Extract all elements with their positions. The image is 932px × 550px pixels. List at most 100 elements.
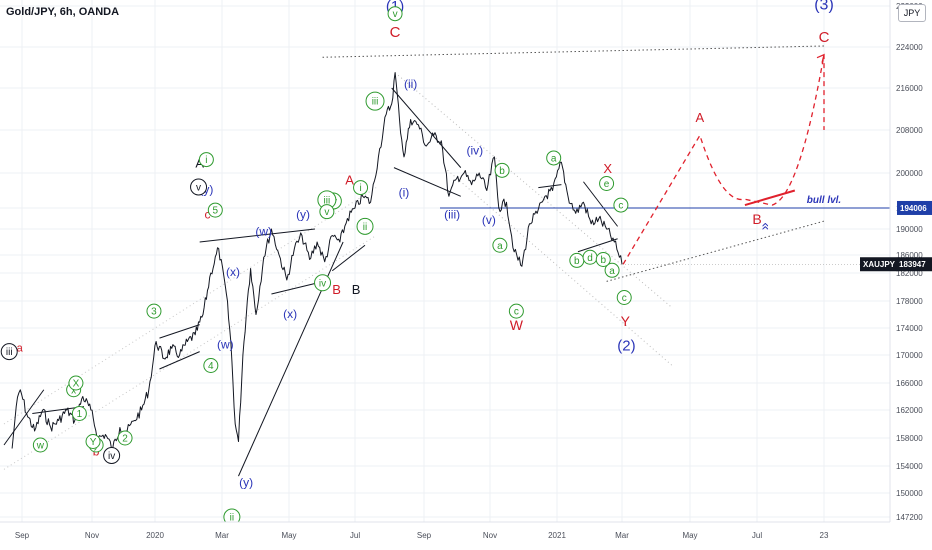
price-badge-symbol: XAUJPY <box>863 260 896 269</box>
green-wave-Y-30: Y <box>90 437 97 448</box>
green-wave-w-21: w <box>36 441 45 452</box>
y-tick-label-16: 150000 <box>896 489 923 498</box>
green-wave-X-29: X <box>73 379 80 390</box>
green-wave-i-0: i <box>205 155 207 166</box>
small-line-2 <box>577 238 618 253</box>
x-tick-label-3: Mar <box>215 531 229 540</box>
currency-button[interactable]: JPY <box>898 4 926 22</box>
wave-label-(x)-1: (x) <box>226 265 240 279</box>
x-tick-label-1: Nov <box>85 531 99 540</box>
wave-label-B: B <box>332 282 341 297</box>
green-wave-a-13: a <box>551 153 557 164</box>
wave-label-black-B: B <box>352 282 361 297</box>
green-wave-5-28: 5 <box>213 206 219 217</box>
green-wave-w-21-ring <box>32 437 48 453</box>
green-wave-v-9: v <box>324 207 329 218</box>
red-support-segment <box>744 189 796 207</box>
x-tick-label-12: 23 <box>820 531 829 540</box>
wave-label-(2): (2) <box>617 337 635 354</box>
green-wave-a-10-ring <box>492 237 508 253</box>
price-badge-value-0: 194006 <box>900 204 927 213</box>
green-wave-iv-8-ring <box>314 274 332 292</box>
rising-channel-top <box>3 187 377 425</box>
upper-dotted-trendline <box>322 45 825 58</box>
green-wave-b-11: b <box>499 166 505 177</box>
wave-label-C: C <box>390 24 401 41</box>
x-axis-bg <box>0 522 932 550</box>
wave-label-(w)-2: (w) <box>217 337 234 351</box>
green-wave-ii-6: ii <box>363 222 367 233</box>
x-tick-label-8: 2021 <box>548 531 566 540</box>
green-wave-3-26-ring <box>146 303 162 319</box>
price-badge-bg-1 <box>860 257 932 272</box>
wave-label-(iii): (iii) <box>444 208 460 222</box>
wave-labels: abcAABBCXWYABC»(1)(2)(3)(w)(x)(w)(x)(y)(… <box>0 0 841 526</box>
y-tick-label-17: 147200 <box>896 513 923 522</box>
y-axis[interactable]: 2320002240002160002080002000001940001900… <box>860 0 932 522</box>
x-tick-label-0: Sep <box>15 531 30 540</box>
green-wave-1-24: 1 <box>77 409 83 420</box>
wave-label-c: c <box>204 208 210 222</box>
early-line-1 <box>3 389 45 446</box>
green-wave-2-25: 2 <box>122 434 128 445</box>
green-wave-1-24-ring <box>71 406 87 421</box>
y-tick-label-2: 216000 <box>896 84 923 93</box>
y-tick-label-6: 190000 <box>896 225 923 234</box>
green-wave-iii-2-ring <box>365 91 385 111</box>
wave-label-(v): (v) <box>482 213 496 227</box>
green-wave-ii-1: ii <box>230 513 234 524</box>
price-line <box>11 72 623 450</box>
green-wave-5-28-ring <box>207 202 223 218</box>
wave-label-(ii): (ii) <box>404 77 417 91</box>
small-line-1 <box>538 184 562 189</box>
green-wave-c-20: c <box>618 201 623 212</box>
y-tick-label-1: 224000 <box>896 43 923 52</box>
x-tick-label-11: Jul <box>752 531 762 540</box>
green-wave-i-5: i <box>359 183 361 194</box>
projection-arrowhead <box>816 53 825 63</box>
green-wave-4-27: 4 <box>208 361 214 372</box>
ascending-line <box>331 244 366 272</box>
green-wave-b-19: b <box>600 255 606 266</box>
green-wave-Y-30-ring <box>85 434 101 449</box>
y-tick-label-12: 166000 <box>896 379 923 388</box>
green-wave-X-29-ring <box>68 375 84 391</box>
green-wave-e-17: e <box>604 179 610 190</box>
grid-lines <box>0 0 890 522</box>
green-wave-c-15: c <box>622 293 627 304</box>
green-wave-iv-8: iv <box>319 278 326 289</box>
x-axis[interactable]: Sep Nov 2020 Mar May Jul Sep Nov 2021 Mar May Jul 23 <box>0 521 932 550</box>
wave-label-a: a <box>17 343 24 355</box>
green-wave-e-17-ring <box>599 176 615 191</box>
wedge-top <box>199 228 316 243</box>
y-tick-label-8: 182000 <box>896 269 923 278</box>
price-series <box>11 72 890 450</box>
black-circled-iii: iii <box>6 347 13 358</box>
green-wave-c-12: c <box>514 307 519 318</box>
black-circled-iv-ring <box>103 447 121 464</box>
y-tick-label-10: 174000 <box>896 324 923 333</box>
x-tick-label-6: Sep <box>417 531 432 540</box>
corrective-channel-top <box>394 72 673 309</box>
wave-label-(y)-1: (y) <box>239 475 253 489</box>
pennant-bottom <box>393 167 461 197</box>
green-wave-a-10: a <box>497 241 503 252</box>
wave-label-A: A <box>345 173 354 188</box>
wave-label-(w)-1: (w) <box>255 225 272 239</box>
trend-annotations <box>3 45 890 477</box>
y-tick-label-7: 186000 <box>896 251 923 260</box>
wave-label-proj-C: C <box>819 29 830 46</box>
green-wave-3-26: 3 <box>151 307 157 318</box>
x-tick-label-4: May <box>281 531 296 540</box>
small-line-3 <box>583 181 618 227</box>
y-tick-label-13: 162000 <box>896 406 923 415</box>
green-wave-b-19-ring <box>595 252 611 267</box>
black-circled-iii-ring <box>0 343 18 361</box>
x-tick-label-10: May <box>682 531 697 540</box>
x-tick-label-2: 2020 <box>146 531 164 540</box>
x-tick-label-5: Jul <box>350 531 360 540</box>
wave-label-(y)-2: (y) <box>296 208 310 222</box>
green-wave-x-22: x <box>71 385 76 396</box>
green-wave-iii-2: iii <box>372 97 379 108</box>
